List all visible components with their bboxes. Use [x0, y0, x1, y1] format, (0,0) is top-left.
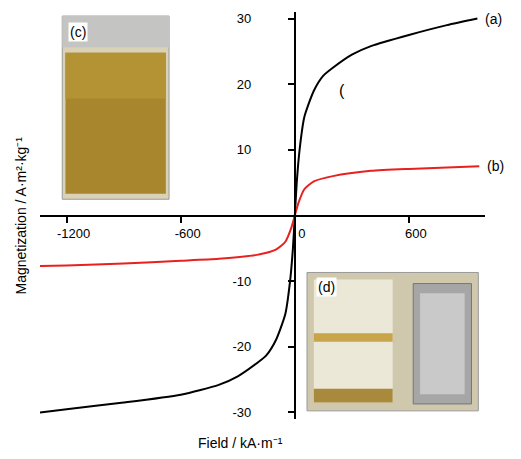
svg-text:600: 600 — [405, 226, 427, 241]
svg-text:(a): (a) — [485, 11, 502, 27]
svg-text:-20: -20 — [232, 339, 251, 354]
svg-text:Magnetization / A·m²·kg⁻¹: Magnetization / A·m²·kg⁻¹ — [13, 137, 29, 295]
svg-text:(c): (c) — [70, 24, 86, 40]
svg-text:10: 10 — [237, 142, 251, 157]
svg-text:-10: -10 — [232, 274, 251, 289]
svg-text:(b): (b) — [487, 158, 504, 174]
svg-text:-600: -600 — [175, 226, 201, 241]
svg-text:(: ( — [339, 82, 345, 99]
svg-text:(d): (d) — [318, 279, 335, 295]
svg-text:0: 0 — [298, 226, 305, 241]
svg-text:Field / kA·m⁻¹: Field / kA·m⁻¹ — [198, 435, 283, 451]
svg-text:-1200: -1200 — [57, 226, 90, 241]
svg-text:20: 20 — [237, 77, 251, 92]
svg-text:-30: -30 — [232, 405, 251, 420]
svg-text:30: 30 — [237, 11, 251, 26]
